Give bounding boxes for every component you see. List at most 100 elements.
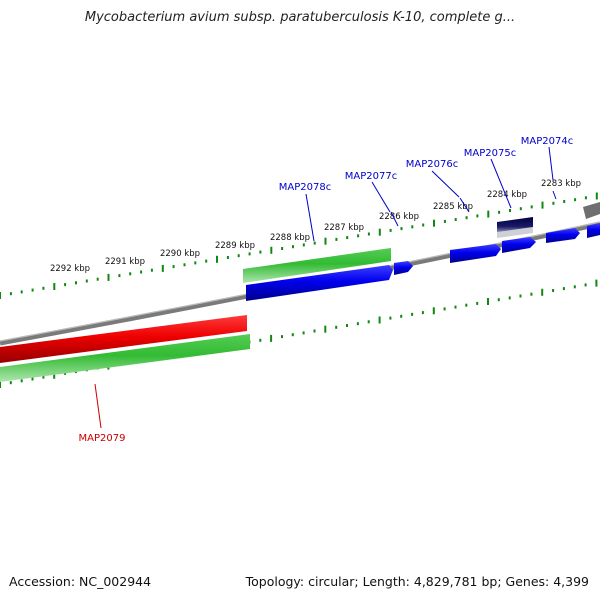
scale-tick-minor [476,301,479,305]
scale-label: 2283 kbp [541,179,581,189]
scale-tick-minor [248,252,251,256]
scale-tick-minor [421,311,424,315]
scale-tick-minor [562,287,565,291]
scale-tick-ring-outer [0,192,598,299]
scale-tick-minor [31,288,34,292]
scale-tick-minor [194,261,197,265]
gene-leader-line [390,211,399,227]
scale-label: 2285 kbp [433,202,473,212]
scale-label: 2284 kbp [487,190,527,200]
scale-label: 2289 kbp [215,241,255,251]
scale-tick-minor [20,290,23,294]
genome-summary-text: Topology: circular; Length: 4,829,781 bp… [245,574,589,589]
scale-label: 2290 kbp [160,249,200,259]
forward-cds-shadow [497,227,533,238]
scale-tick-minor [259,338,262,342]
scale-tick-minor [129,272,132,276]
scale-tick-major [433,219,435,227]
scale-tick-major [378,316,381,324]
scale-tick-minor [530,292,533,296]
gene-label: MAP2078c [279,182,331,193]
scale-tick-minor [400,314,403,318]
scale-tick-major [324,325,327,333]
scale-tick-minor [367,320,370,324]
scale-tick-minor [85,279,88,283]
scale-tick-major [595,192,598,200]
scale-tick-major [53,283,56,290]
scale-tick-minor [42,375,45,379]
gene-leader-line [371,181,391,213]
forward-cds-feature [394,261,413,275]
scale-label: 2286 kbp [379,212,419,222]
gc-content-bar [0,334,250,382]
scale-tick-minor [75,281,77,285]
forward-cds-feature [587,223,600,238]
scale-tick-minor [205,259,208,263]
scale-tick-minor [20,379,23,383]
scale-tick-minor [140,270,143,274]
scale-tick-minor [552,201,555,205]
scale-tick-major [161,264,164,272]
scale-tick-ring-inner [0,279,598,388]
scale-label: 2291 kbp [105,257,145,267]
scale-tick-minor [96,277,99,281]
gene-label: MAP2076c [406,159,458,170]
gene-label: MAP2075c [464,148,516,159]
scale-tick-minor [573,285,576,289]
scale-tick-minor [357,234,360,238]
gene-label: MAP2079 [79,433,126,444]
scale-tick-minor [389,228,392,232]
reverse-cds-feature [0,315,247,363]
scale-tick-minor [498,210,501,214]
gene-leader-line [94,383,102,429]
scale-tick-minor [313,241,316,245]
scale-tick-major [432,307,435,315]
forward-cds-feature [546,228,580,243]
scale-tick-major [487,298,489,305]
scale-label: 2292 kbp [50,264,90,274]
scale-tick-major [270,334,273,342]
scale-tick-minor [454,305,457,309]
scale-tick-minor [237,254,240,258]
gene-leader-line [548,146,554,181]
forward-cds-feature [450,244,501,263]
scale-tick-minor [497,298,500,302]
scale-tick-minor [259,250,262,254]
scale-label-group: 2292 kbp 2291 kbp 2290 kbp 2289 kbp 2288… [50,179,581,274]
scale-tick-minor [530,205,533,209]
scale-tick-minor [281,247,284,250]
forward-cds-feature [246,265,393,301]
gene-label-group: MAP2078c MAP2077c MAP2076c MAP2075c MAP2… [79,136,574,444]
gene-label: MAP2077c [345,171,397,182]
scale-tick-minor [302,331,305,335]
scale-tick-major [378,228,381,236]
scale-tick-minor [411,312,414,316]
scale-tick-minor [335,325,338,329]
gene-leader-line [552,190,557,200]
scale-tick-minor [508,296,511,300]
scale-tick-minor [574,198,577,202]
scale-tick-minor [313,329,316,333]
scale-label: 2287 kbp [324,223,364,233]
scale-tick-minor [356,322,359,326]
scale-tick-major [487,210,490,218]
gene-leader-line [459,197,470,213]
scale-tick-major [53,371,56,379]
scale-tick-minor [183,263,186,267]
scale-tick-minor [31,377,34,381]
gc-content-bar [243,248,391,283]
scale-tick-minor [346,324,348,327]
scale-tick-minor [465,216,468,220]
scale-tick-minor [9,292,12,296]
gene-leader-line [305,193,315,242]
scale-tick-minor [150,268,153,272]
scale-tick-major [541,201,544,209]
scale-tick-minor [584,196,587,200]
scale-tick-major [107,273,110,281]
scale-tick-minor [509,209,511,212]
scale-tick-minor [335,237,338,241]
scale-tick-minor [422,223,425,227]
scale-tick-major [216,255,218,263]
scale-tick-major [270,246,273,254]
